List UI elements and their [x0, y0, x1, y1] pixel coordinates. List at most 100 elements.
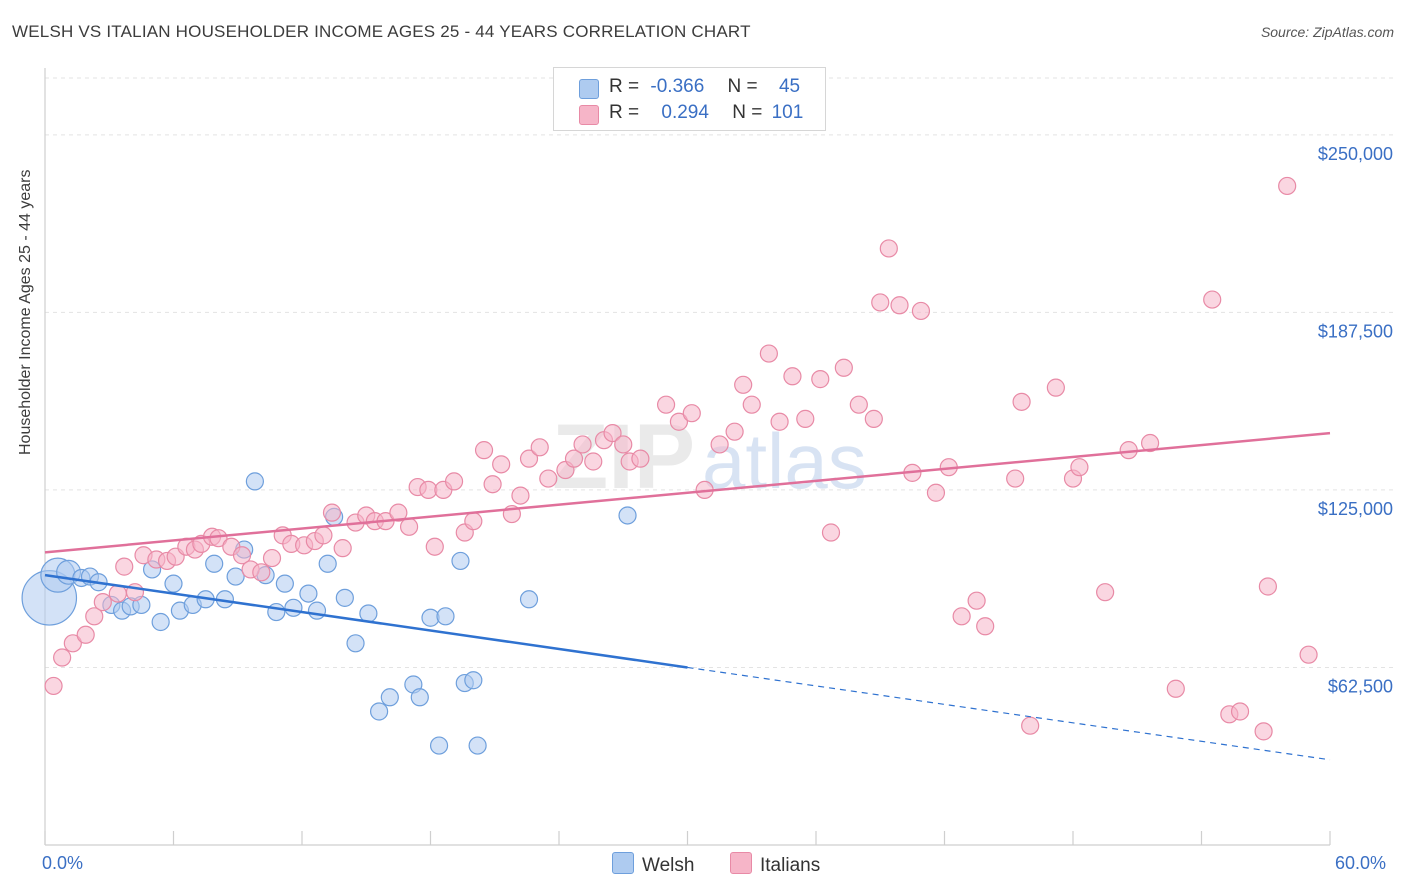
point-italians — [614, 435, 633, 454]
legend-swatch-welsh — [579, 79, 599, 99]
point-welsh — [380, 688, 399, 707]
point-welsh — [436, 607, 455, 626]
point-italians — [63, 634, 82, 653]
point-welsh — [205, 554, 224, 573]
point-italians — [1006, 469, 1025, 488]
point-welsh — [284, 598, 303, 617]
point-welsh — [267, 602, 286, 622]
point-italians — [669, 412, 689, 431]
point-italians — [1299, 645, 1318, 664]
legend-r-label: R = — [609, 102, 640, 123]
point-welsh — [464, 671, 483, 690]
point-welsh — [151, 612, 170, 632]
series-italians — [44, 176, 1318, 741]
point-italians — [511, 486, 530, 505]
chart-title: WELSH VS ITALIAN HOUSEHOLDER INCOME AGES… — [12, 22, 751, 41]
point-italians — [796, 409, 815, 428]
point-italians — [682, 404, 701, 423]
point-welsh — [164, 574, 183, 593]
point-italians — [976, 617, 995, 636]
point-welsh — [519, 590, 539, 609]
y-tick-labels: $62,500 $125,000 $187,500 $250,000 — [1318, 144, 1393, 697]
trend-lines — [44, 431, 1331, 761]
point-italians — [1140, 433, 1160, 453]
point-italians — [603, 423, 622, 443]
point-italians — [53, 648, 72, 667]
point-italians — [1254, 722, 1273, 741]
point-welsh — [410, 688, 429, 707]
grid-lines — [45, 77, 1395, 668]
axes — [44, 68, 1331, 846]
point-italians — [483, 475, 502, 494]
point-italians — [539, 469, 558, 488]
data-points — [21, 176, 1318, 755]
point-italians — [967, 591, 986, 610]
x-tick-max: 60.0% — [1335, 853, 1387, 873]
italians-swatch — [730, 852, 752, 874]
trend-line-extension-welsh — [687, 666, 1331, 761]
legend-r-value-italians: 0.294 — [661, 102, 709, 123]
source-label: Source: ZipAtlas.com — [1260, 24, 1394, 40]
point-italians — [926, 483, 946, 502]
bottom-legend-italians[interactable]: Italians — [730, 852, 820, 877]
point-italians — [85, 607, 104, 626]
point-italians — [879, 239, 898, 258]
point-italians — [834, 358, 853, 377]
trend-line-welsh — [44, 573, 688, 669]
point-italians — [333, 539, 352, 558]
point-welsh — [245, 472, 264, 491]
point-italians — [573, 435, 592, 454]
point-italians — [464, 512, 483, 531]
point-italians — [1203, 290, 1222, 309]
point-italians — [425, 537, 444, 556]
y-axis-label: Householder Income Ages 25 - 44 years — [17, 169, 34, 456]
point-italians — [389, 503, 408, 522]
y-tick-label: $187,500 — [1318, 321, 1393, 341]
legend-n-value-welsh: 45 — [778, 76, 801, 97]
point-italians — [262, 548, 282, 568]
point-italians — [322, 503, 342, 522]
y-tick-label: $62,500 — [1328, 676, 1393, 696]
point-italians — [742, 395, 761, 414]
point-welsh — [346, 634, 365, 653]
point-italians — [399, 517, 419, 536]
point-italians — [314, 526, 333, 545]
point-italians — [871, 293, 890, 312]
point-italians — [952, 607, 971, 626]
point-italians — [115, 557, 134, 576]
point-italians — [911, 301, 931, 321]
point-welsh — [299, 584, 318, 603]
point-italians — [1046, 378, 1065, 397]
welsh-swatch — [612, 852, 634, 874]
point-welsh — [429, 736, 449, 755]
point-welsh — [468, 736, 487, 755]
point-welsh — [359, 604, 378, 623]
x-tick-min: 0.0% — [42, 853, 84, 873]
legend-r-value-welsh: -0.366 — [650, 76, 705, 97]
point-italians — [821, 523, 841, 542]
point-italians — [530, 438, 549, 457]
point-welsh — [307, 601, 327, 620]
point-italians — [631, 449, 650, 468]
bottom-legend-welsh[interactable]: Welsh — [612, 852, 694, 877]
point-italians — [519, 449, 539, 468]
point-italians — [1012, 392, 1031, 411]
point-welsh — [226, 567, 245, 586]
point-welsh — [318, 554, 337, 573]
point-italians — [1070, 458, 1089, 477]
point-italians — [252, 563, 271, 582]
point-italians — [474, 441, 494, 460]
correlation-legend: R = -0.366 N = 45 R = 0.294 N = 101 — [553, 67, 826, 131]
point-italians — [232, 546, 252, 565]
point-italians — [444, 472, 464, 491]
legend-n-label: N = — [727, 76, 758, 97]
point-italians — [890, 296, 909, 315]
point-welsh — [335, 588, 354, 607]
point-italians — [770, 412, 789, 431]
legend-n-value-italians: 101 — [771, 102, 804, 123]
y-tick-label: $125,000 — [1318, 499, 1393, 519]
point-italians — [656, 395, 676, 414]
point-italians — [1166, 679, 1185, 698]
point-welsh — [370, 702, 389, 721]
